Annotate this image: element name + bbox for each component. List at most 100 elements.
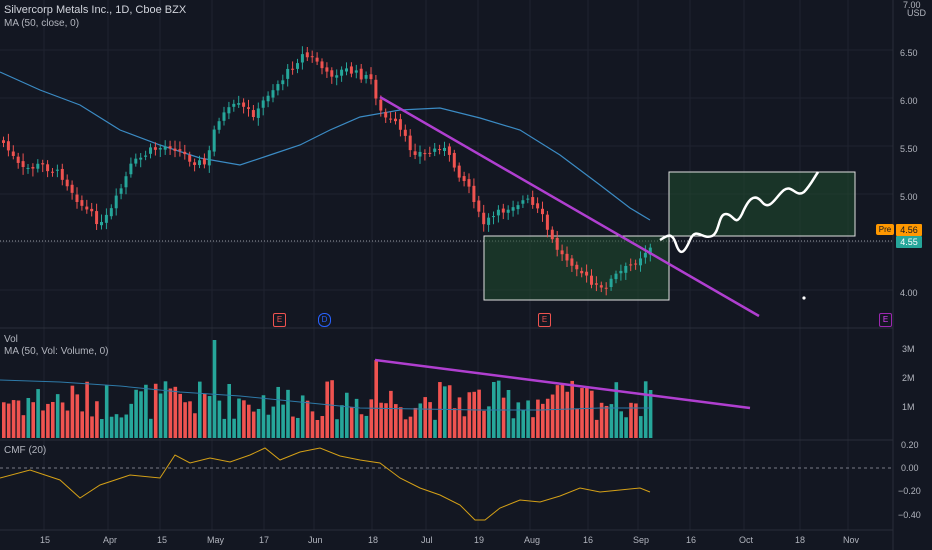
volume-bar bbox=[619, 411, 623, 438]
volume-bar bbox=[570, 380, 574, 438]
volume-bar bbox=[251, 411, 256, 438]
candle-body bbox=[16, 156, 20, 163]
candle-body bbox=[443, 147, 446, 151]
candle-body bbox=[207, 150, 211, 166]
volume-bar bbox=[629, 402, 633, 438]
candle-body bbox=[496, 209, 500, 216]
target-box[interactable] bbox=[668, 171, 856, 237]
volume-bar bbox=[648, 390, 653, 438]
candle-body bbox=[398, 119, 402, 130]
volume-bar bbox=[305, 400, 310, 438]
dividend-badge[interactable]: D bbox=[318, 313, 331, 327]
cmf-tick: 0.00 bbox=[901, 463, 919, 473]
candle-body bbox=[555, 237, 559, 250]
volume-bar bbox=[129, 403, 133, 438]
candle-body bbox=[6, 141, 10, 151]
volume-bar bbox=[281, 404, 285, 438]
time-tick: 15 bbox=[157, 535, 168, 545]
price-trendline[interactable] bbox=[379, 95, 760, 318]
volume-bar bbox=[188, 401, 192, 438]
candle-body bbox=[242, 102, 246, 107]
volume-bar bbox=[85, 381, 89, 438]
candle-body bbox=[119, 188, 123, 194]
cmf-tick: −0.20 bbox=[898, 486, 921, 496]
candle-body bbox=[266, 95, 270, 102]
candle-body bbox=[70, 184, 74, 193]
earnings-badge[interactable]: E bbox=[538, 313, 551, 327]
dot-marker bbox=[802, 296, 806, 300]
candle-body bbox=[634, 263, 638, 265]
volume-bar bbox=[433, 419, 437, 438]
candle-body bbox=[129, 163, 133, 175]
current-price-badge: 4.55 bbox=[896, 236, 922, 248]
volume-ma-label: MA (50, Vol: Volume, 0) bbox=[4, 346, 109, 357]
candle-body bbox=[153, 147, 157, 150]
candle-body bbox=[281, 80, 285, 85]
candle-body bbox=[41, 163, 45, 165]
candle-body bbox=[560, 250, 564, 255]
candle-body bbox=[310, 56, 314, 58]
volume-bar bbox=[51, 401, 55, 438]
candle-body bbox=[178, 149, 182, 151]
volume-bar bbox=[423, 397, 427, 438]
volume-bar bbox=[462, 416, 467, 438]
candle-body bbox=[506, 209, 510, 213]
future-earnings-badge[interactable]: E bbox=[879, 313, 892, 327]
pre-market-label: Pre bbox=[876, 224, 894, 235]
candle-body bbox=[511, 207, 515, 211]
candle-body bbox=[212, 129, 216, 152]
candle-body bbox=[134, 158, 138, 164]
volume-bar bbox=[144, 384, 148, 438]
candle-body bbox=[639, 258, 642, 266]
volume-bar bbox=[6, 403, 11, 438]
time-tick: Jul bbox=[421, 535, 433, 545]
candle-body bbox=[104, 214, 108, 223]
candle-body bbox=[599, 285, 603, 288]
volume-bar bbox=[149, 418, 153, 438]
volume-bar bbox=[2, 402, 6, 438]
candle-body bbox=[394, 118, 397, 122]
time-tick: 16 bbox=[583, 535, 594, 545]
candle-body bbox=[286, 68, 290, 79]
candle-body bbox=[85, 206, 89, 210]
candle-body bbox=[198, 160, 201, 166]
candle-body bbox=[90, 208, 94, 212]
volume-bars bbox=[2, 340, 653, 438]
volume-bar bbox=[359, 414, 364, 438]
cmf-tick: 0.20 bbox=[901, 440, 919, 450]
time-tick: 19 bbox=[474, 535, 485, 545]
volume-trendline[interactable] bbox=[374, 358, 751, 410]
candle-body bbox=[193, 162, 197, 165]
candle-body bbox=[315, 57, 319, 62]
candle-body bbox=[26, 167, 30, 169]
candle-body bbox=[575, 264, 579, 270]
earnings-badge[interactable]: E bbox=[273, 313, 286, 327]
volume-bar bbox=[526, 400, 530, 438]
price-tick: 4.00 bbox=[900, 288, 918, 298]
candle-body bbox=[477, 200, 481, 212]
candle-body bbox=[570, 258, 574, 266]
candle-body bbox=[384, 112, 388, 118]
volume-bar bbox=[46, 403, 50, 438]
candle-body bbox=[438, 149, 442, 151]
volume-bar bbox=[55, 394, 60, 438]
time-tick: 18 bbox=[368, 535, 379, 545]
candle-body bbox=[300, 54, 304, 63]
candle-body bbox=[609, 278, 613, 288]
volume-bar bbox=[545, 398, 550, 438]
volume-bar bbox=[276, 386, 280, 438]
candle-body bbox=[55, 169, 59, 171]
candle-body bbox=[413, 151, 417, 155]
time-tick: Apr bbox=[103, 535, 118, 545]
volume-bar bbox=[296, 417, 300, 438]
candle-body bbox=[428, 152, 432, 154]
candle-body bbox=[374, 79, 378, 99]
volume-bar bbox=[501, 397, 506, 438]
candle-body bbox=[594, 283, 598, 285]
projection-path[interactable] bbox=[659, 171, 820, 253]
volume-tick: 2M bbox=[902, 373, 915, 383]
time-tick: May bbox=[207, 535, 225, 545]
candle-body bbox=[296, 63, 299, 69]
candle-body bbox=[462, 176, 466, 182]
